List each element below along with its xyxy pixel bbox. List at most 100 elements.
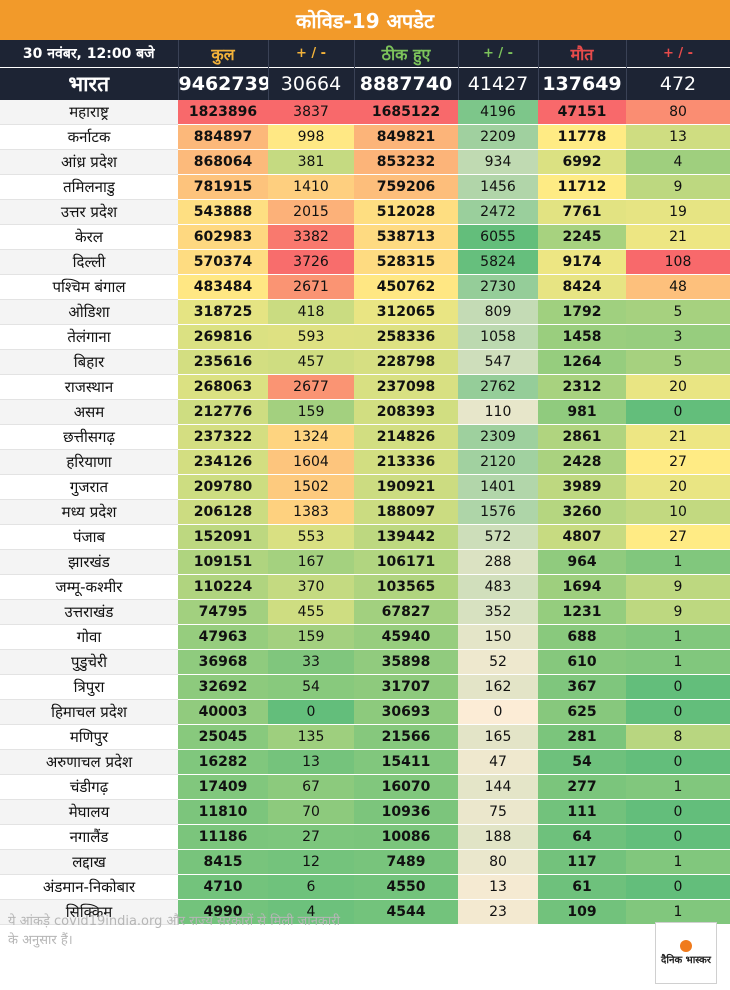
state-name: पंजाब: [0, 524, 178, 550]
state-name: अरुणाचल प्रदेश: [0, 749, 178, 775]
cell-total: 40003: [178, 699, 268, 725]
table-row: तमिलनाडु 781915 1410 759206 1456 11712 9: [0, 174, 730, 200]
state-name: हरियाणा: [0, 449, 178, 475]
cell-total-change: 1324: [268, 424, 354, 450]
cell-recovered-change: 1576: [458, 499, 538, 525]
table-row: उत्तराखंड 74795 455 67827 352 1231 9: [0, 599, 730, 625]
state-name: लद्दाख: [0, 849, 178, 875]
state-name: पुडुचेरी: [0, 649, 178, 675]
cell-deaths: 2428: [538, 449, 626, 475]
cell-total: 1823896: [178, 100, 268, 125]
cell-recovered-change: 150: [458, 624, 538, 650]
cell-deaths: 688: [538, 624, 626, 650]
cell-deaths-change: 1: [626, 549, 730, 575]
cell-total: 868064: [178, 149, 268, 175]
cell-recovered: 190921: [354, 474, 458, 500]
cell-total-change: 159: [268, 399, 354, 425]
state-name: मेघालय: [0, 799, 178, 825]
cell-recovered: 10086: [354, 824, 458, 850]
header-recovered: ठीक हुए: [354, 40, 459, 68]
cell-total-change: 70: [268, 799, 354, 825]
cell-total: 74795: [178, 599, 268, 625]
cell-recovered: 4550: [354, 874, 458, 900]
cell-recovered: 7489: [354, 849, 458, 875]
state-name: उत्तराखंड: [0, 599, 178, 625]
cell-total-change: 370: [268, 574, 354, 600]
cell-deaths-change: 1: [626, 624, 730, 650]
cell-recovered-change: 2309: [458, 424, 538, 450]
cell-recovered-change: 75: [458, 799, 538, 825]
cell-recovered-change: 5824: [458, 249, 538, 275]
cell-total-change: 6: [268, 874, 354, 900]
cell-recovered: 853232: [354, 149, 458, 175]
cell-recovered-change: 110: [458, 399, 538, 425]
cell-deaths: 277: [538, 774, 626, 800]
table-row: उत्तर प्रदेश 543888 2015 512028 2472 7761 19: [0, 199, 730, 225]
cell-deaths-change: 20: [626, 374, 730, 400]
cell-deaths: 117: [538, 849, 626, 875]
cell-recovered-change: 165: [458, 724, 538, 750]
state-rows: महाराष्ट्र 1823896 3837 1685122 4196 47151 80 क…: [0, 100, 730, 925]
cell-deaths: 4807: [538, 524, 626, 550]
cell-recovered: 103565: [354, 574, 458, 600]
cell-recovered: 237098: [354, 374, 458, 400]
header-deaths-change: + / -: [626, 40, 730, 68]
cell-deaths-change: 4: [626, 149, 730, 175]
table-row: नगालैंड 11186 27 10086 188 64 0: [0, 824, 730, 850]
cell-deaths-change: 9: [626, 574, 730, 600]
cell-total-change: 593: [268, 324, 354, 350]
cell-total-change: 159: [268, 624, 354, 650]
cell-deaths: 1792: [538, 299, 626, 325]
cell-total-change: 2671: [268, 274, 354, 300]
cell-total-change: 455: [268, 599, 354, 625]
cell-recovered-change: 13: [458, 874, 538, 900]
table-row: बिहार 235616 457 228798 547 1264 5: [0, 349, 730, 375]
cell-recovered: 67827: [354, 599, 458, 625]
cell-total: 152091: [178, 524, 268, 550]
cell-deaths: 3260: [538, 499, 626, 525]
cell-recovered-change: 80: [458, 849, 538, 875]
cell-total: 206128: [178, 499, 268, 525]
cell-deaths-change: 1: [626, 899, 730, 925]
state-name: झारखंड: [0, 549, 178, 575]
cell-recovered: 139442: [354, 524, 458, 550]
cell-deaths-change: 10: [626, 499, 730, 525]
cell-recovered: 849821: [354, 124, 458, 150]
cell-recovered-change: 352: [458, 599, 538, 625]
state-name: तमिलनाडु: [0, 174, 178, 200]
cell-total-change: 1604: [268, 449, 354, 475]
table-row: महाराष्ट्र 1823896 3837 1685122 4196 47151 80: [0, 100, 730, 125]
cell-deaths: 7761: [538, 199, 626, 225]
cell-recovered-change: 1058: [458, 324, 538, 350]
cell-recovered: 258336: [354, 324, 458, 350]
cell-deaths-change: 21: [626, 424, 730, 450]
cell-deaths-change: 27: [626, 449, 730, 475]
cell-recovered: 759206: [354, 174, 458, 200]
cell-deaths-change: 9: [626, 174, 730, 200]
cell-total: 4710: [178, 874, 268, 900]
state-name: चंडीगढ़: [0, 774, 178, 800]
state-name: हिमाचल प्रदेश: [0, 699, 178, 725]
cell-deaths-change: 27: [626, 524, 730, 550]
cell-total: 11810: [178, 799, 268, 825]
cell-deaths: 2245: [538, 224, 626, 250]
table-row: लद्दाख 8415 12 7489 80 117 1: [0, 849, 730, 875]
cell-deaths-change: 13: [626, 124, 730, 150]
cell-recovered-change: 934: [458, 149, 538, 175]
publisher-logo: दैनिक भास्कर: [655, 922, 717, 984]
cell-recovered: 10936: [354, 799, 458, 825]
cell-total: 235616: [178, 349, 268, 375]
state-name: आंध्र प्रदेश: [0, 149, 178, 175]
national-total-change: 30664: [268, 67, 355, 100]
cell-recovered-change: 2762: [458, 374, 538, 400]
cell-deaths-change: 20: [626, 474, 730, 500]
cell-recovered: 30693: [354, 699, 458, 725]
state-name: राजस्थान: [0, 374, 178, 400]
cell-recovered: 106171: [354, 549, 458, 575]
cell-recovered-change: 52: [458, 649, 538, 675]
cell-recovered-change: 547: [458, 349, 538, 375]
table-row: ओडिशा 318725 418 312065 809 1792 5: [0, 299, 730, 325]
cell-total: 483484: [178, 274, 268, 300]
cell-total-change: 67: [268, 774, 354, 800]
state-name: तेलंगाना: [0, 324, 178, 350]
